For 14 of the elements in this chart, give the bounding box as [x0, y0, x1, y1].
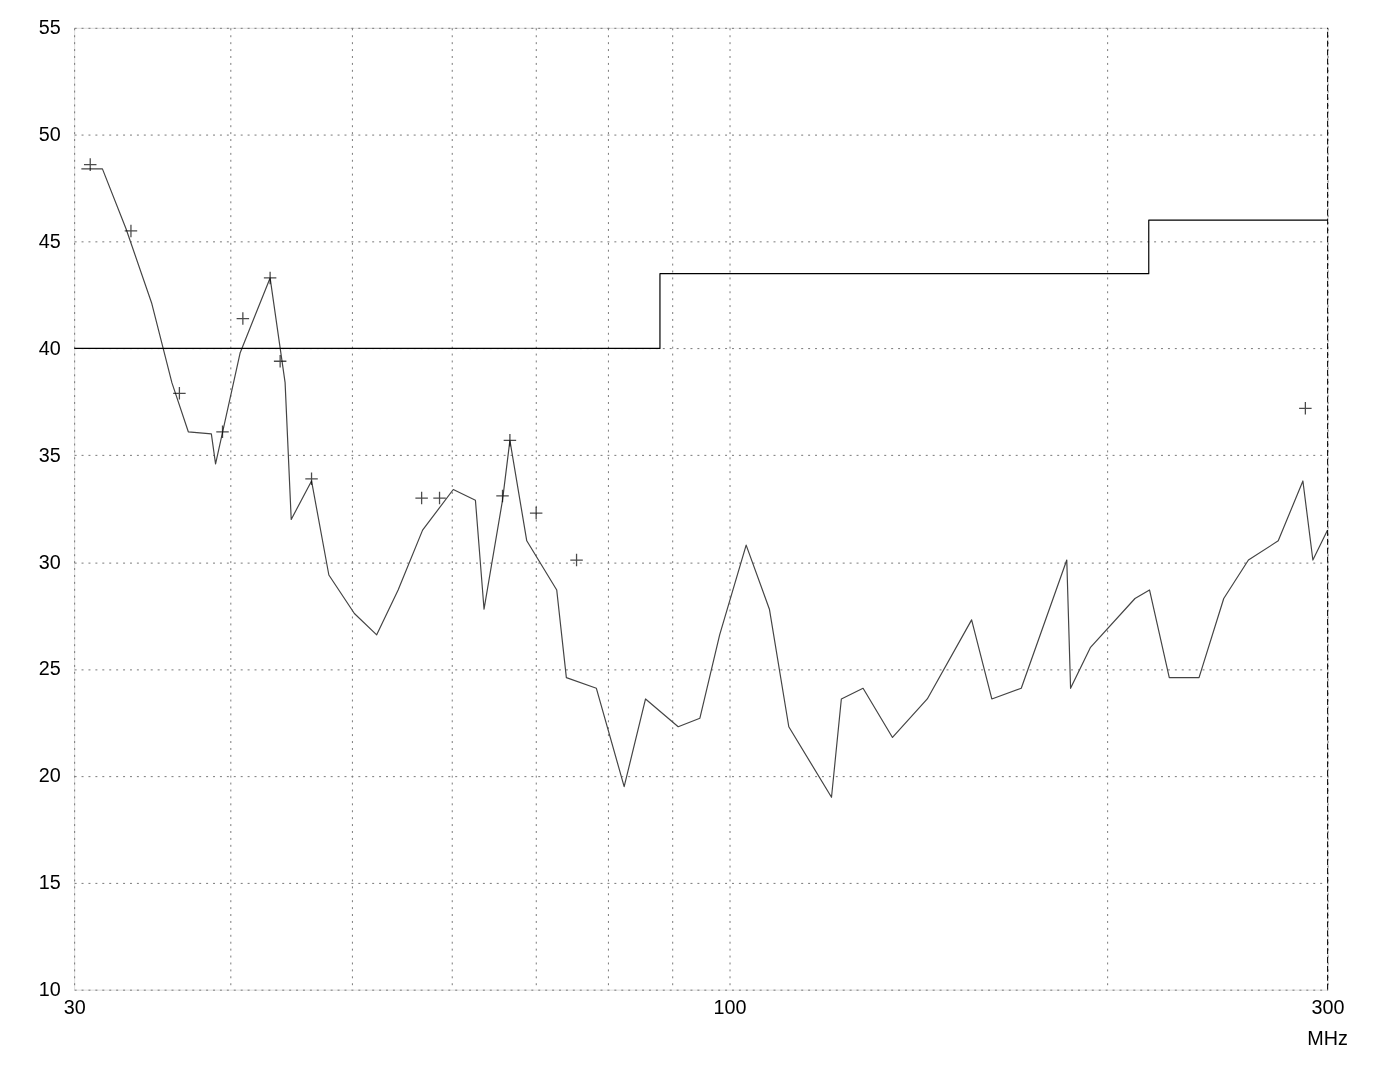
y-tick-label: 10	[38, 978, 61, 1001]
y-tick-label: 20	[38, 764, 61, 787]
x-tick-label: 30	[63, 995, 86, 1018]
y-tick-label: 15	[38, 871, 61, 894]
y-tick-label: 50	[38, 123, 61, 146]
y-tick-label: 45	[38, 230, 61, 252]
x-axis-title: MHz	[1307, 1027, 1348, 1050]
y-tick-label: 25	[38, 657, 61, 680]
y-tick-label: 35	[38, 443, 61, 466]
x-tick-label: 100	[713, 995, 747, 1018]
y-tick-label: 55	[38, 16, 61, 39]
x-tick-label: 300	[1311, 995, 1345, 1018]
y-tick-label: 30	[38, 550, 61, 573]
y-tick-label: 40	[38, 336, 61, 359]
